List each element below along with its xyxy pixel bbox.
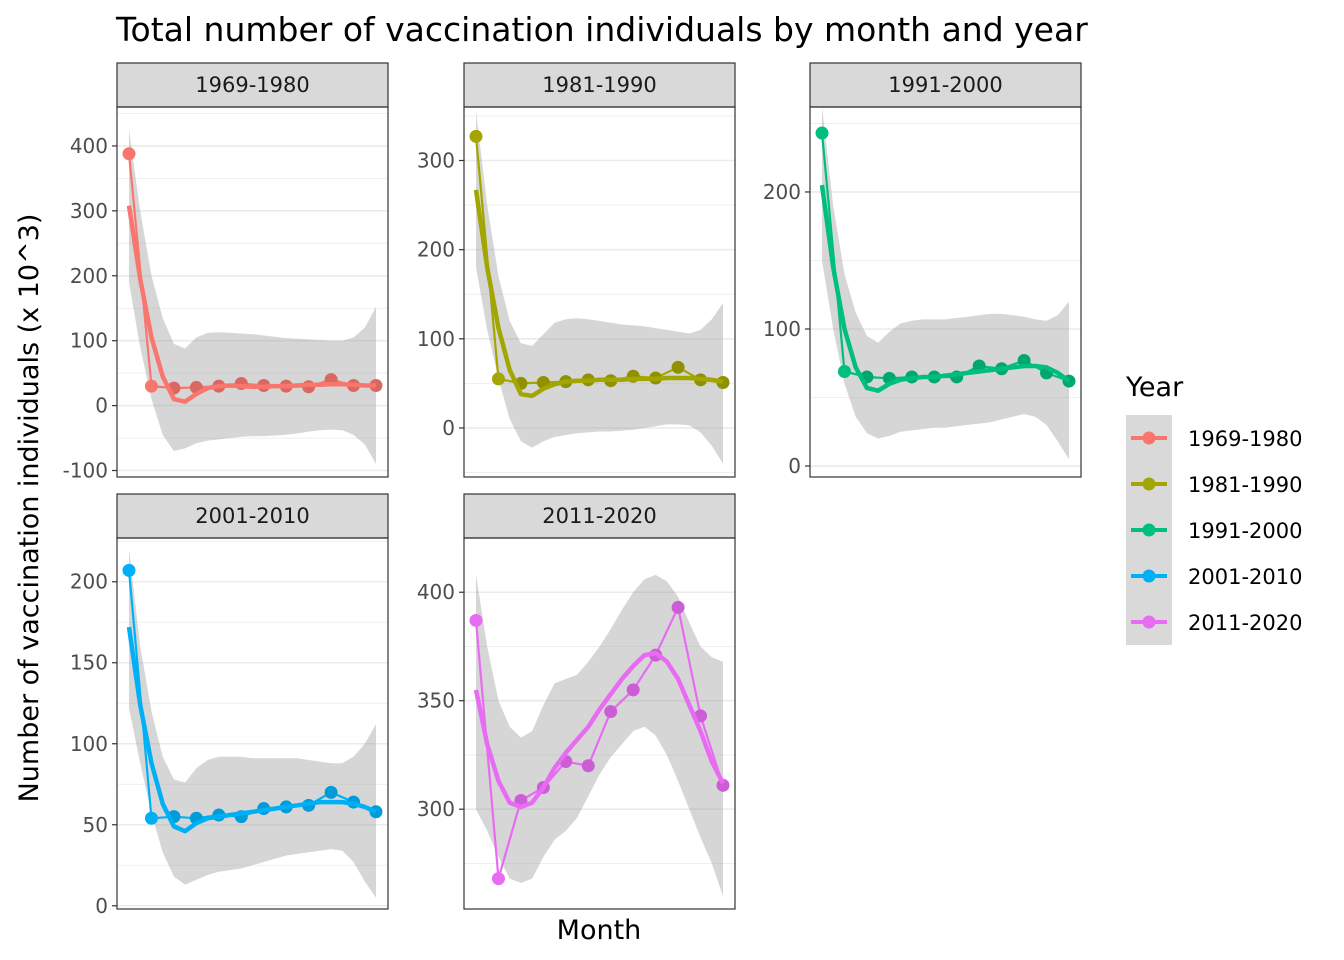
panel-1991-2000-strip [809,62,1082,108]
legend-label: 1991-2000 [1188,519,1302,543]
panel-1981-1990-border [463,106,736,478]
panel-1991-2000-strip-label: 1991-2000 [888,73,1002,97]
panel-2001-2010-ytick-label: 0 [95,894,108,918]
x-axis-title: Month [557,915,642,946]
panel-2011-2020-point-1 [469,613,483,627]
panel-2011-2020-strip [463,493,736,539]
panel-1991-2000-plot-area [810,107,1081,467]
legend-key-point [1142,523,1156,537]
panel-2011-2020-point-7 [604,705,618,719]
panel-1969-1980-ytick-label: 0 [95,394,108,418]
panel-2001-2010-ytick-label: 100 [70,732,108,756]
panel-1991-2000-point-2 [837,364,851,378]
panel-2001-2010-ytick-label: 200 [70,570,108,594]
panel-2001-2010-ytick-label: 150 [70,651,108,675]
panel-1969-1980-ytick-label: 300 [70,199,108,223]
panel-2001-2010-smooth-line [126,626,377,834]
panel-2001-2010-confidence-band [129,549,376,898]
panel-2011-2020: 2011-2020 300 350 400 [417,493,736,910]
legend-key-point [1142,615,1156,629]
panel-2011-2020-point-8 [626,683,640,697]
panel-1969-1980-point-1 [122,147,136,161]
legend-key-point [1142,477,1156,491]
panel-1969-1980-smooth-line [126,205,376,404]
panel-1991-2000: 1991-2000 0 100 200 [763,62,1082,478]
panel-2001-2010-border [116,537,389,910]
legend: Year 1969-1980 1981-1990 1991-2000 2001-201… [1125,372,1302,645]
panel-1969-1980-strip [116,62,389,108]
y-axis-title: Number of vaccination individuals (x 10^… [14,214,45,803]
panel-1969-1980-strip-label: 1969-1980 [195,73,309,97]
legend-key-point [1142,569,1156,583]
panel-1981-1990-strip [463,62,736,108]
panel-1981-1990-point-2 [491,372,505,386]
panel-1991-2000-smooth-line [819,184,1071,393]
panel-2001-2010-point-1 [122,563,136,577]
panel-2001-2010-strip-label: 2001-2010 [195,504,309,528]
panel-2011-2020-plot-area [464,538,735,896]
panel-2011-2020-point-2 [491,872,505,886]
panel-1969-1980-border [116,106,389,478]
panel-1991-2000-ytick-label: 100 [763,317,801,341]
panel-1969-1980-ytick-label: 400 [70,134,108,158]
legend-label: 1981-1990 [1188,473,1302,497]
legend-item-1991-2000: 1991-2000 [1126,507,1302,553]
legend-title: Year [1125,372,1184,403]
panel-1981-1990-strip-label: 1981-1990 [542,73,656,97]
panel-1991-2000-point-1 [815,126,829,140]
panel-1981-1990-point-1 [469,129,483,143]
panel-1991-2000-border [809,106,1082,478]
panel-1969-1980-ytick-label: 200 [70,264,108,288]
panel-1969-1980-point-2 [144,379,158,393]
panel-1981-1990-ytick-label: 0 [442,416,455,440]
panel-1981-1990-smooth-line [473,189,724,399]
panel-2011-2020-smooth-line [473,650,725,810]
legend-item-1981-1990: 1981-1990 [1126,461,1302,507]
panel-1981-1990-ytick-label: 100 [417,327,455,351]
panel-1969-1980: 1969-1980 -100 0 100 200 300 400 [63,62,389,483]
legend-label: 1969-1980 [1188,427,1302,451]
panel-1969-1980-confidence-band [129,129,376,464]
panel-2001-2010-point-10 [324,785,338,799]
panel-1981-1990-ytick-label: 200 [417,238,455,262]
panel-1981-1990-plot-area [464,111,735,473]
panel-1991-2000-ytick-label: 200 [763,180,801,204]
panel-2011-2020-series-line [474,603,725,879]
panel-2011-2020-ytick-label: 400 [417,580,455,604]
panel-2011-2020-point-6 [581,759,595,773]
panel-1991-2000-ytick-label: 0 [788,454,801,478]
panel-1981-1990: 1981-1990 0 100 200 300 [417,62,736,478]
legend-label: 2001-2010 [1188,565,1302,589]
legend-item-2011-2020: 2011-2020 [1126,599,1302,645]
panel-1981-1990-ytick-label: 300 [417,148,455,172]
legend-item-1969-1980: 1969-1980 [1126,415,1302,461]
chart-title: Total number of vaccination individuals … [115,10,1088,49]
panel-2011-2020-point-12 [716,778,730,792]
panel-2011-2020-border [463,537,736,910]
panel-1969-1980-ytick-label: 100 [70,329,108,353]
panel-1969-1980-ytick-label: -100 [63,459,108,483]
legend-label: 2011-2020 [1188,611,1302,635]
panel-2001-2010-point-2 [144,811,158,825]
panel-2001-2010-ytick-label: 50 [83,813,108,837]
legend-item-2001-2010: 2001-2010 [1126,553,1302,599]
legend-key-point [1142,431,1156,445]
panel-2001-2010-strip [116,493,389,539]
panel-2001-2010: 2001-2010 0 50 100 150 200 [70,493,389,918]
facet-panels: 1969-1980-10001002003004001981-199001002… [63,62,1082,918]
panel-2011-2020-point-10 [671,600,685,614]
panel-2011-2020-ytick-label: 300 [417,797,455,821]
panel-2011-2020-ytick-label: 350 [417,689,455,713]
panel-2011-2020-strip-label: 2011-2020 [542,504,656,528]
panel-2001-2010-plot-area [117,540,388,907]
panel-1969-1980-plot-area [117,113,388,472]
panel-1981-1990-point-10 [671,360,685,374]
